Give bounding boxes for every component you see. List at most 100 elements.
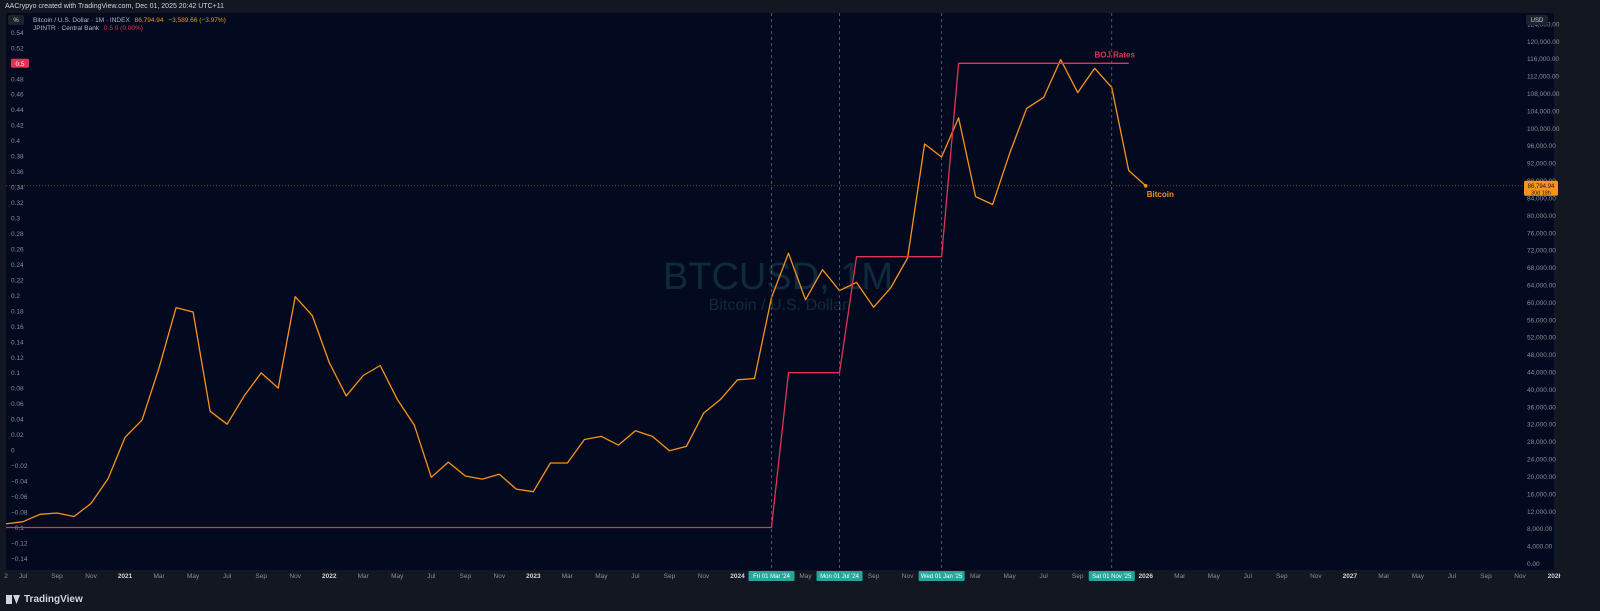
left-tick-label: 0.44	[11, 107, 24, 114]
time-tick-label: Jul	[1448, 573, 1457, 580]
footer-bar: TradingView	[0, 589, 1600, 611]
date-marker-badge	[748, 571, 795, 581]
right-tick-label: 112,000.00	[1527, 74, 1559, 81]
time-tick-label: Nov	[902, 573, 914, 580]
left-tick-label: −0.04	[11, 479, 28, 486]
chart-svg[interactable]: BTCUSD, 1M Bitcoin / U.S. Dollar −0.14−0…	[0, 0, 1600, 589]
time-tick-label: May	[1004, 573, 1017, 580]
left-tick-label: −0.08	[11, 509, 28, 516]
watermark-name: Bitcoin / U.S. Dollar	[709, 297, 848, 314]
date-marker-label: Wed 01 Jan '25	[921, 574, 963, 580]
left-tick-label: 0.14	[11, 339, 24, 346]
left-tick-label: −0.12	[11, 540, 28, 547]
right-scale-unit: USD	[1531, 18, 1544, 24]
time-tick-label: 2021	[118, 573, 133, 580]
right-tick-label: 0.00	[1527, 561, 1540, 568]
right-tick-label: 20,000.00	[1527, 474, 1556, 481]
left-tick-label: 0.3	[11, 216, 20, 223]
boj-value-badge-label: 0.5	[15, 61, 24, 68]
left-tick-label: 0.32	[11, 200, 24, 207]
tradingview-logo[interactable]: TradingView	[6, 594, 83, 605]
boj-value-badge	[11, 58, 29, 68]
chart-credit: AACrypyo created with TradingView.com, D…	[0, 0, 1600, 13]
right-tick-label: 52,000.00	[1527, 335, 1556, 342]
left-tick-label: 0.48	[11, 76, 24, 83]
time-tick-label: May	[391, 573, 404, 580]
left-tick-label: −0.02	[11, 463, 28, 470]
btc-legend-change: −3,589.66 (−3.97%)	[168, 17, 225, 24]
time-tick-label: Mar	[970, 573, 982, 580]
time-tick-label: 2027	[1343, 573, 1358, 580]
time-tick-label: Nov	[494, 573, 506, 580]
date-marker-label: Mon 01 Jul '24	[820, 574, 859, 580]
time-tick-label: Jul	[223, 573, 232, 580]
time-tick-label: Sep	[868, 573, 880, 580]
time-tick-label: Nov	[289, 573, 301, 580]
right-tick-label: 56,000.00	[1527, 317, 1556, 324]
boj-rates-series-line	[6, 62, 1129, 529]
left-tick-label: 0.36	[11, 169, 24, 176]
btc-legend-value: 86,794.94	[135, 17, 164, 24]
time-tick-label: Sep	[1276, 573, 1288, 580]
date-marker-layer: Fri 01 Mar '24 Mon 01 Jul '24 Wed 01 Jan '…	[748, 13, 1135, 581]
time-tick-label: Sep	[664, 573, 676, 580]
time-tick-label: Nov	[85, 573, 97, 580]
time-tick-label: May	[1412, 573, 1425, 580]
bitcoin-annotation: Bitcoin	[1147, 190, 1174, 199]
time-tick-label: 202ł	[1548, 573, 1561, 580]
left-tick-label: 0.24	[11, 262, 24, 269]
time-tick-label: 2024	[730, 573, 745, 580]
date-marker-badge	[816, 571, 863, 581]
time-tick-label: May	[799, 573, 812, 580]
time-tick-label: Sep	[1480, 573, 1492, 580]
left-tick-label: 0	[11, 448, 15, 455]
time-tick-label: Nov	[1310, 573, 1322, 580]
svg-text:JPINTR · Central Bank 0.: JPINTR · Central Bank 0.5 0 (0.00%)	[33, 25, 143, 32]
time-tick-label: Jul	[1244, 573, 1253, 580]
time-tick-label: May	[1208, 573, 1221, 580]
bitcoin-last-point	[1143, 183, 1148, 188]
tradingview-logo-text: TradingView	[24, 594, 83, 605]
right-tick-label: 72,000.00	[1527, 248, 1556, 255]
bitcoin-series-line	[5, 58, 1147, 525]
right-tick-label: 96,000.00	[1527, 143, 1556, 150]
time-tick-label: Mar	[153, 573, 165, 580]
right-tick-label: 32,000.00	[1527, 422, 1556, 429]
right-tick-label: 36,000.00	[1527, 404, 1556, 411]
left-tick-label: 0.08	[11, 386, 24, 393]
price-label-value: 86,794.94	[1528, 184, 1555, 190]
left-scale-unit-button[interactable]: %	[8, 15, 24, 25]
time-tick-label: Jul	[19, 573, 28, 580]
right-price-scale[interactable]: 0.00 4,000.00 8,000.00 12,000.00 16,000.00 20…	[1524, 21, 1560, 568]
left-scale-unit: %	[13, 18, 19, 24]
time-tick-label: Jul	[427, 573, 436, 580]
right-tick-label: 28,000.00	[1527, 439, 1556, 446]
left-tick-label: −0.1	[11, 525, 24, 532]
right-scale-unit-button[interactable]: USD	[1526, 15, 1548, 25]
price-label-badge	[1524, 180, 1558, 196]
left-tick-label: 0.02	[11, 432, 24, 439]
right-tick-label: 104,000.00	[1527, 108, 1560, 115]
right-tick-label: 116,000.00	[1527, 56, 1559, 63]
left-tick-label: 0.46	[11, 92, 24, 99]
tradingview-logo-icon	[6, 595, 20, 604]
symbol-watermark: BTCUSD, 1M Bitcoin / U.S. Dollar	[663, 256, 893, 314]
time-tick-label: Jul	[631, 573, 640, 580]
time-tick-label: Sep	[255, 573, 267, 580]
left-tick-label: −0.06	[11, 494, 28, 501]
series-layer: BOJ Rates Bitcoin	[5, 50, 1524, 529]
right-tick-label: 24,000.00	[1527, 457, 1556, 464]
plot-background	[6, 13, 1554, 570]
time-tick-label: Nov	[698, 573, 710, 580]
time-tick-label: May	[595, 573, 608, 580]
left-tick-label: 0.54	[11, 30, 24, 37]
right-tick-label: 48,000.00	[1527, 352, 1556, 359]
left-tick-label: 0.06	[11, 401, 24, 408]
right-tick-label: 100,000.00	[1527, 126, 1560, 133]
right-tick-label: 4,000.00	[1527, 544, 1553, 551]
boj-legend-value: 0.5 0 (0.00%)	[104, 25, 143, 32]
left-price-scale[interactable]: −0.14 −0.12 −0.1 −0.08 −0.06 −0.04 −0.02 0 0.02 0…	[11, 30, 29, 563]
time-scale[interactable]: 2 Jul Sep Nov 2021 Mar May Jul Sep Nov 2022 Mar May J…	[4, 573, 1560, 580]
right-tick-label: 8,000.00	[1527, 526, 1553, 533]
time-tick-label: Mar	[1378, 573, 1390, 580]
